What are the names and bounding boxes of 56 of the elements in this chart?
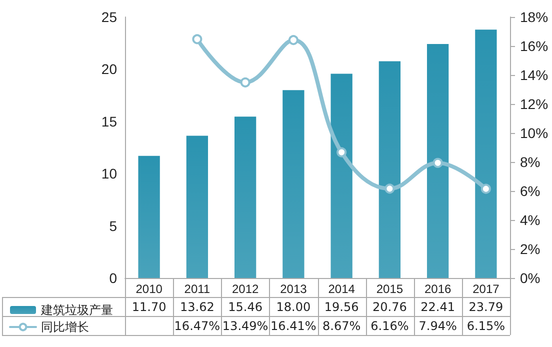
y-tick-label: 10	[101, 166, 118, 182]
y2-tick-label: 12%	[520, 96, 548, 112]
x-tick-label: 2013	[280, 282, 308, 296]
data-label: 6.16%	[370, 318, 410, 335]
legend-label: 同比增长	[41, 320, 89, 334]
data-label: 23.79	[468, 299, 504, 316]
x-tick-label: 2017	[472, 282, 500, 296]
data-label: 20.76	[372, 299, 408, 316]
bar	[378, 61, 401, 278]
y2-tick-label: 10%	[520, 125, 548, 141]
point	[240, 77, 250, 88]
x-tick-label: 2011	[184, 282, 210, 296]
point	[480, 184, 491, 194]
y2-tick-label: 6%	[520, 183, 540, 199]
bar	[282, 90, 304, 278]
legend-label: 建筑垃圾产量	[40, 303, 113, 317]
data-label: 13.49%	[221, 318, 270, 335]
y-tick-label: 5	[109, 218, 118, 234]
bar	[186, 136, 208, 278]
y-tick-label: 0	[109, 270, 118, 286]
point	[288, 35, 298, 46]
y2-tick-label: 14%	[520, 67, 548, 83]
point	[432, 158, 443, 168]
y2-tick-label: 4%	[520, 212, 540, 228]
bar	[475, 30, 497, 278]
x-tick-label: 2014	[328, 282, 356, 296]
data-label: 11.70	[130, 299, 168, 316]
data-label: 18.00	[275, 299, 312, 316]
data-label: 16.47%	[173, 318, 222, 335]
x-tick-label: 2016	[424, 282, 452, 296]
y-tick-label: 20	[101, 61, 118, 78]
data-label: 6.15%	[466, 318, 506, 335]
data-label: 22.41	[420, 299, 456, 316]
point	[192, 34, 202, 44]
x-tick-label: 2010	[136, 282, 163, 296]
data-label: 19.56	[323, 299, 360, 316]
y2-tick-label: 18%	[520, 9, 548, 25]
y-tick-label: 15	[101, 113, 118, 130]
bar	[234, 116, 256, 278]
y2-tick-label: 16%	[520, 38, 548, 54]
point	[384, 184, 395, 194]
y2-tick-label: 0%	[520, 270, 540, 286]
data-label: 15.46	[227, 299, 264, 316]
x-tick-label: 2015	[376, 282, 404, 296]
y2-tick-label: 2%	[520, 241, 540, 257]
bar	[138, 156, 160, 278]
point	[336, 147, 347, 158]
bar	[426, 44, 449, 278]
x-tick-label: 2012	[232, 282, 259, 296]
data-label: 13.62	[179, 299, 216, 316]
y2-tick-label: 8%	[520, 154, 540, 170]
data-label: 7.94%	[418, 318, 458, 335]
data-label: 8.67%	[322, 318, 362, 335]
bar	[330, 74, 352, 278]
data-label: 16.41%	[270, 318, 318, 335]
y-tick-label: 25	[101, 9, 118, 25]
